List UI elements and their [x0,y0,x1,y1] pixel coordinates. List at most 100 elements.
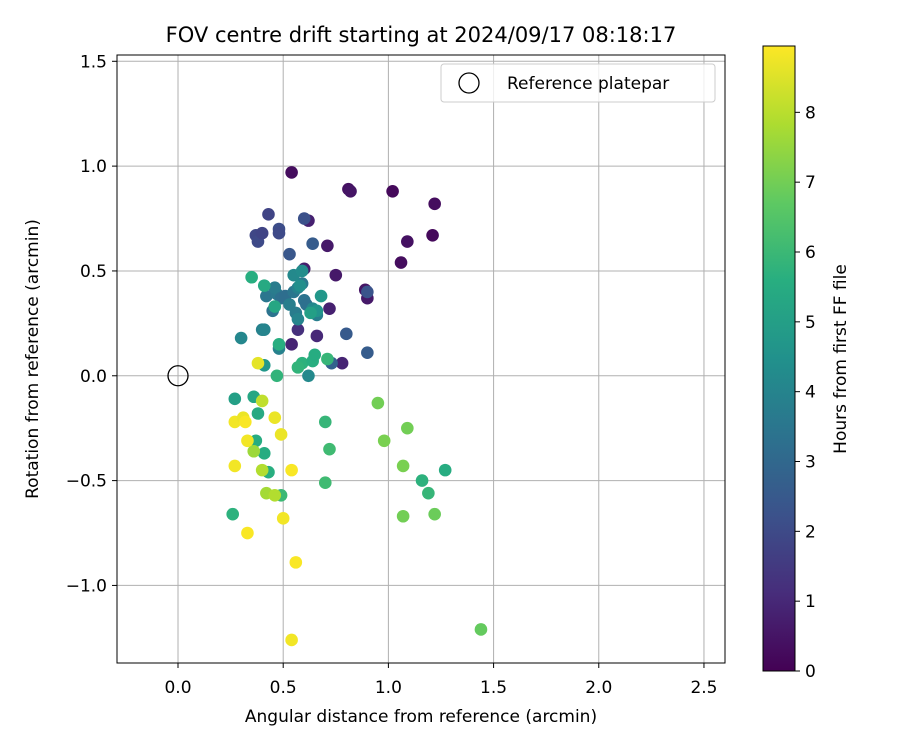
data-point [255,226,269,240]
colorbar-tick-label: 8 [805,103,816,123]
y-tick-label: −1.0 [66,576,107,596]
colorbar-label: Hours from first FF file [831,264,851,454]
data-point [285,338,298,351]
data-point [228,392,242,406]
data-point [291,312,305,326]
data-point [304,306,317,320]
x-tick-label: 2.5 [690,678,717,698]
colorbar-tick-label: 3 [805,453,816,473]
x-axis-label: Angular distance from reference (arcmin) [245,707,597,727]
colorbar-ticks: 0 1 2 3 4 5 6 7 8 [795,103,816,682]
y-tick-label: 1.5 [80,52,107,72]
legend-box [440,63,716,103]
data-point [268,300,282,313]
data-point [285,633,298,647]
y-tick-label: 1.0 [80,157,107,177]
legend-label: Reference platepar [507,74,669,94]
y-axis-label: Rotation from reference (arcmin) [23,219,43,499]
legend-marker-circle-icon [458,72,480,94]
x-tick-label: 1.0 [375,678,402,698]
data-point [371,396,385,410]
colorbar-gradient [762,45,796,672]
data-point [361,346,374,360]
data-point [396,509,410,523]
grid [117,55,725,663]
data-point [251,407,265,420]
data-point [276,512,290,525]
data-point [234,331,248,345]
data-point [241,526,254,540]
colorbar-tick-label: 1 [805,592,816,612]
data-point [268,411,282,425]
data-point [268,488,282,502]
data-point [268,281,282,295]
legend: Reference platepar [440,63,716,103]
data-point [297,212,311,225]
data-point [302,369,315,383]
data-point [270,369,284,383]
colorbar: 0 1 2 3 4 5 6 7 8 Hours from first FF file [762,45,851,682]
data-point [428,197,441,211]
colorbar-tick-label: 7 [805,173,816,193]
data-point [272,226,286,240]
data-point [285,463,298,477]
colorbar-tick-label: 6 [805,243,816,263]
data-point [308,348,322,362]
data-point [262,208,275,221]
data-point [291,361,305,374]
data-point [401,421,414,435]
plot-frame [116,54,726,664]
data-point [386,184,399,198]
data-point [344,184,357,198]
data-point [306,237,319,250]
y-axis-ticks: −1.0 −0.5 0.0 0.5 1.0 1.5 [66,52,117,596]
data-point [260,289,273,303]
data-point [228,459,242,473]
data-point [426,229,439,242]
data-point [245,270,258,284]
data-point [251,356,265,370]
data-point [283,247,296,261]
y-tick-label: 0.0 [80,367,107,387]
data-point [428,507,441,521]
data-point [285,166,298,179]
data-point [293,279,307,292]
data-point [257,279,271,292]
data-point [335,356,349,370]
reference-platepar-marker [167,365,189,387]
data-point [394,256,408,269]
data-point [239,415,252,429]
data-point [329,268,343,282]
colorbar-tick-label: 0 [805,662,816,682]
data-point [323,302,336,315]
data-point [321,239,334,253]
data-point [396,459,410,473]
data-point [361,285,374,299]
data-point [291,323,305,336]
colorbar-tick-label: 5 [805,313,816,333]
data-point [257,323,271,336]
data-point [401,235,414,248]
scatter-points [167,166,488,647]
data-point [340,327,353,341]
data-point [247,444,261,458]
chart-title: FOV centre drift starting at 2024/09/17 … [166,23,677,47]
data-point [422,486,435,500]
data-point [257,447,271,460]
data-point [272,338,286,351]
data-point [295,264,309,278]
data-point [321,352,334,366]
data-point [310,329,324,343]
colorbar-tick-label: 4 [805,383,816,403]
data-point [438,463,452,477]
x-tick-label: 0.0 [164,678,191,698]
x-tick-label: 2.0 [585,678,612,698]
x-tick-label: 0.5 [270,678,297,698]
data-point [289,556,303,569]
data-point [415,474,429,487]
x-tick-label: 1.5 [480,678,507,698]
data-point [318,476,332,489]
data-point [314,289,328,303]
data-point [377,434,391,448]
